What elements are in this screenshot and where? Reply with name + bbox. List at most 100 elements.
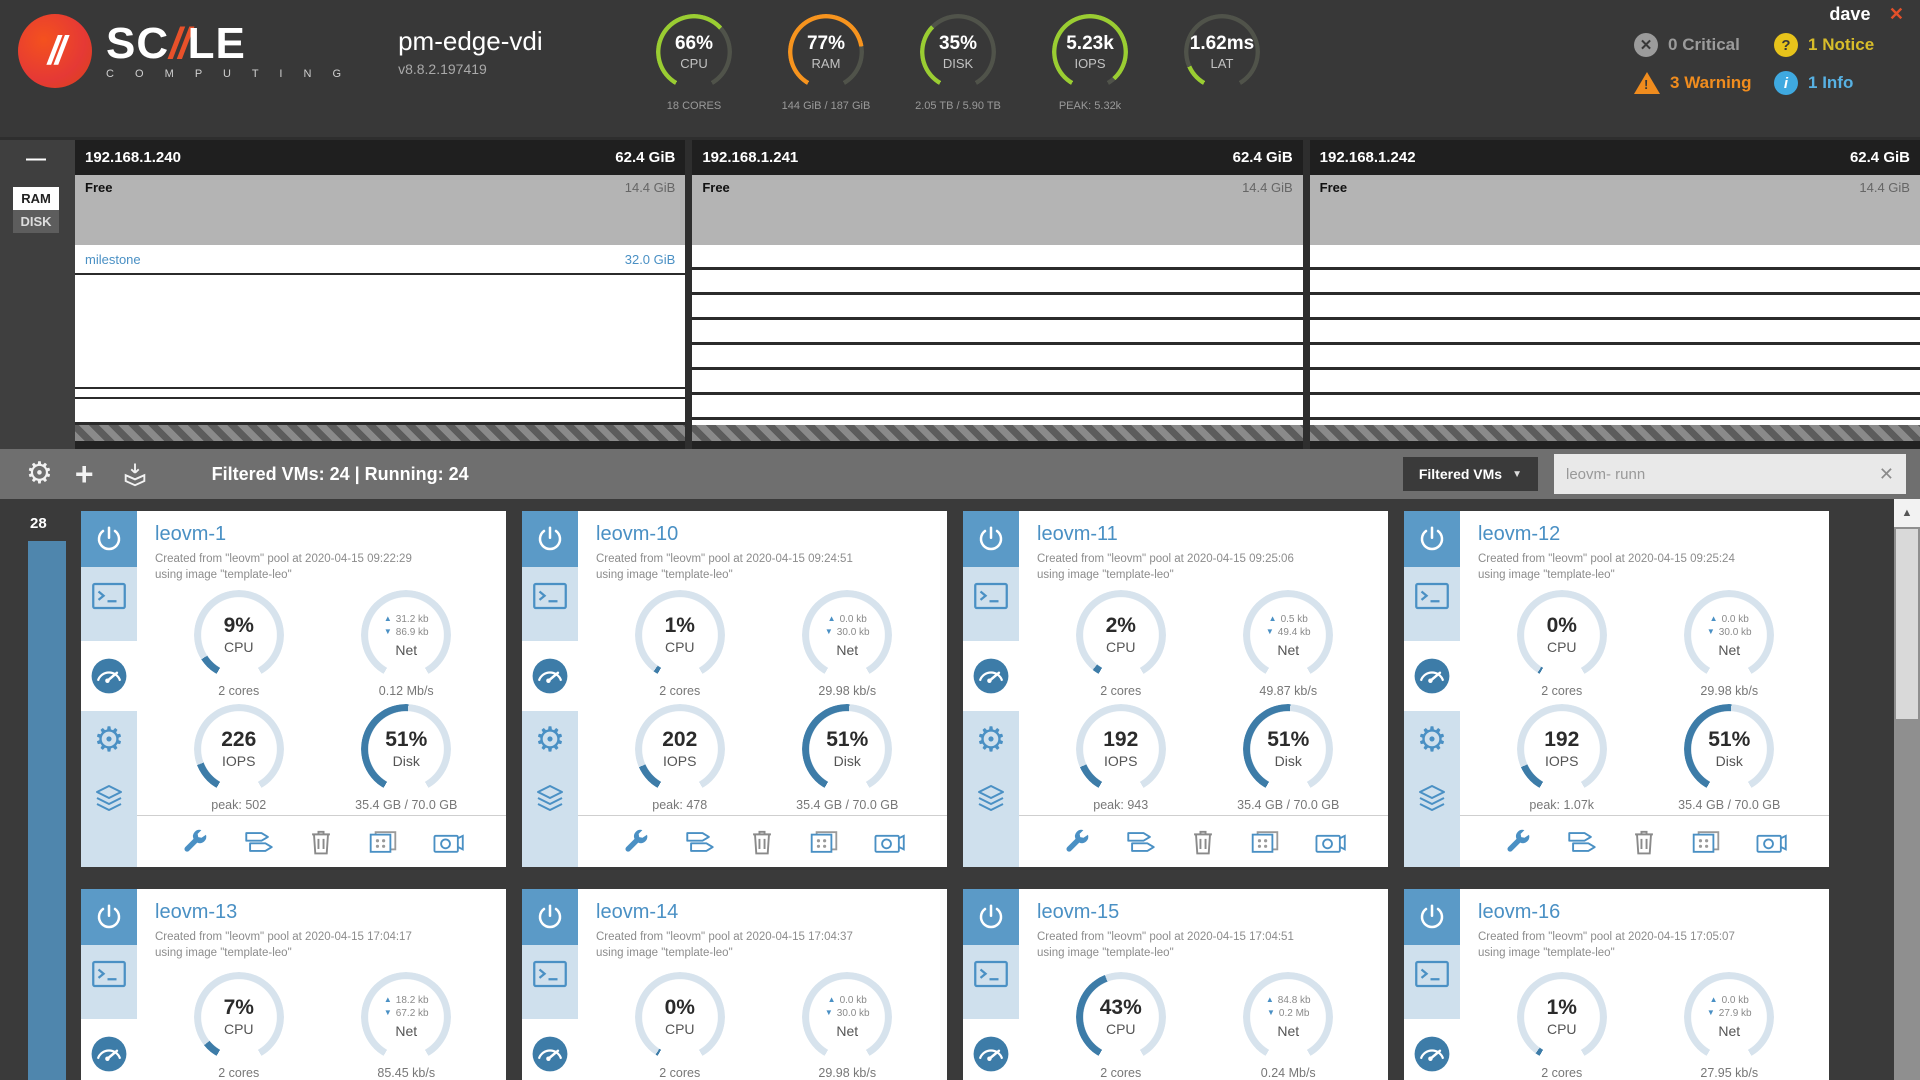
snapshots-layers-icon[interactable] — [81, 769, 137, 827]
import-vm-icon[interactable] — [120, 460, 150, 488]
vm-cpu-gauge: 2% CPU 2 cores — [1075, 590, 1166, 698]
power-icon[interactable] — [963, 511, 1019, 567]
critical-icon: ✕ — [1634, 33, 1658, 57]
settings-gear-icon[interactable]: ⚙ — [26, 457, 53, 490]
stats-tab-speedometer-icon[interactable] — [81, 1019, 137, 1080]
vm-group-bar[interactable] — [28, 541, 66, 1080]
vm-card: ⚙ leovm-10 Created from "leovm" pool at … — [522, 511, 947, 867]
vm-cpu-gauge: 9% CPU 2 cores — [193, 590, 284, 698]
search-input[interactable] — [1566, 465, 1879, 483]
vm-net-gauge: ▲ 0.5 kb ▼ 49.4 kb Net 49.87 kb/s — [1243, 590, 1334, 698]
node-ip: 192.168.1.241 — [702, 149, 799, 166]
snapshot-camera-icon[interactable] — [873, 828, 905, 856]
vm-iops-gauge: 202 IOPS peak: 478 — [634, 704, 725, 812]
power-icon[interactable] — [522, 511, 578, 567]
vm-name[interactable]: leovm-16 — [1478, 901, 1561, 923]
stats-tab-speedometer-icon[interactable] — [81, 641, 137, 711]
snapshot-camera-icon[interactable] — [1314, 828, 1346, 856]
migrate-icon[interactable] — [1565, 828, 1599, 856]
vm-cpu-gauge: 1% CPU 2 cores — [1516, 971, 1607, 1080]
stats-tab-speedometer-icon[interactable] — [522, 1019, 578, 1080]
power-icon[interactable] — [81, 511, 137, 567]
ram-mode-tab[interactable]: RAM — [13, 187, 59, 210]
cpu-gauge: 66% CPU 18 CORES — [648, 14, 740, 112]
vm-page-count: 28 — [30, 515, 47, 532]
power-icon[interactable] — [963, 889, 1019, 945]
alert-warning[interactable]: ! 3 Warning — [1634, 71, 1764, 95]
power-icon[interactable] — [522, 889, 578, 945]
vm-actions — [578, 815, 947, 867]
configure-wrench-icon[interactable] — [620, 827, 650, 857]
scroll-up-icon[interactable]: ▲ — [1894, 499, 1920, 527]
vm-description: Created from "leovm" pool at 2020-04-15 … — [596, 553, 853, 581]
logout-icon[interactable]: ✕ — [1888, 4, 1904, 24]
delete-trash-icon[interactable] — [1190, 828, 1216, 856]
vm-net-gauge: ▲ 0.0 kb ▼ 30.0 kb Net 29.98 kb/s — [1684, 590, 1775, 698]
migrate-icon[interactable] — [1124, 828, 1158, 856]
vm-name[interactable]: leovm-13 — [155, 901, 238, 923]
alert-critical[interactable]: ✕ 0 Critical — [1634, 33, 1764, 57]
vm-card: ⚙ leovm-1 Created from "leovm" pool at 2… — [81, 511, 506, 867]
migrate-icon[interactable] — [242, 828, 276, 856]
configure-wrench-icon[interactable] — [1061, 827, 1091, 857]
stats-tab-speedometer-icon[interactable] — [963, 641, 1019, 711]
console-icon[interactable] — [963, 945, 1019, 1003]
vm-name[interactable]: leovm-1 — [155, 523, 227, 545]
power-icon[interactable] — [1404, 889, 1460, 945]
snapshots-layers-icon[interactable] — [1404, 769, 1460, 827]
console-icon[interactable] — [81, 567, 137, 625]
vm-settings-gear-icon[interactable]: ⚙ — [1416, 721, 1448, 759]
add-vm-icon[interactable]: + — [74, 455, 94, 492]
scrollbar-thumb[interactable] — [1896, 529, 1918, 719]
snapshot-camera-icon[interactable] — [432, 828, 464, 856]
console-icon[interactable] — [81, 945, 137, 1003]
disk-mode-tab[interactable]: DISK — [13, 210, 59, 233]
clear-search-icon[interactable]: ✕ — [1878, 463, 1894, 484]
warning-icon: ! — [1634, 72, 1660, 94]
configure-wrench-icon[interactable] — [1502, 827, 1532, 857]
vm-description: Created from "leovm" pool at 2020-04-15 … — [1037, 931, 1294, 959]
devices-icon[interactable] — [808, 828, 840, 856]
vm-name[interactable]: leovm-11 — [1037, 523, 1118, 545]
power-icon[interactable] — [1404, 511, 1460, 567]
stats-tab-speedometer-icon[interactable] — [522, 641, 578, 711]
devices-icon[interactable] — [1249, 828, 1281, 856]
stats-tab-speedometer-icon[interactable] — [1404, 641, 1460, 711]
console-icon[interactable] — [1404, 945, 1460, 1003]
node-vm-allocations — [692, 245, 1303, 425]
alert-info[interactable]: i 1 Info — [1774, 71, 1904, 95]
snapshots-layers-icon[interactable] — [522, 769, 578, 827]
configure-wrench-icon[interactable] — [179, 827, 209, 857]
console-icon[interactable] — [522, 945, 578, 1003]
snapshots-layers-icon[interactable] — [963, 769, 1019, 827]
vm-settings-gear-icon[interactable]: ⚙ — [975, 721, 1007, 759]
console-icon[interactable] — [522, 567, 578, 625]
node-vm-allocation[interactable]: milestone 32.0 GiB — [75, 245, 686, 275]
devices-icon[interactable] — [1690, 828, 1722, 856]
snapshot-camera-icon[interactable] — [1755, 828, 1787, 856]
vm-name[interactable]: leovm-10 — [596, 523, 679, 545]
collapse-panel-button[interactable]: — — [26, 148, 46, 170]
vm-name[interactable]: leovm-12 — [1478, 523, 1561, 545]
alert-notice[interactable]: ? 1 Notice — [1774, 33, 1904, 57]
console-icon[interactable] — [963, 567, 1019, 625]
stats-tab-speedometer-icon[interactable] — [963, 1019, 1019, 1080]
devices-icon[interactable] — [367, 828, 399, 856]
vm-settings-gear-icon[interactable]: ⚙ — [93, 721, 125, 759]
migrate-icon[interactable] — [683, 828, 717, 856]
node-column-2: 192.168.1.241 62.4 GiB Free 14.4 GiB — [692, 140, 1303, 449]
vm-settings-gear-icon[interactable]: ⚙ — [534, 721, 566, 759]
console-icon[interactable] — [1404, 567, 1460, 625]
vm-search[interactable]: ✕ — [1554, 454, 1906, 494]
delete-trash-icon[interactable] — [1631, 828, 1657, 856]
power-icon[interactable] — [81, 889, 137, 945]
vm-name[interactable]: leovm-15 — [1037, 901, 1120, 923]
grid-scrollbar[interactable]: ▲ — [1894, 499, 1920, 1080]
delete-trash-icon[interactable] — [308, 828, 334, 856]
vm-name[interactable]: leovm-14 — [596, 901, 679, 923]
vm-description: Created from "leovm" pool at 2020-04-15 … — [1478, 553, 1735, 581]
filter-dropdown[interactable]: Filtered VMs ▼ — [1402, 457, 1538, 491]
delete-trash-icon[interactable] — [749, 828, 775, 856]
iops-gauge: 5.23k IOPS PEAK: 5.32k — [1044, 14, 1136, 112]
stats-tab-speedometer-icon[interactable] — [1404, 1019, 1460, 1080]
